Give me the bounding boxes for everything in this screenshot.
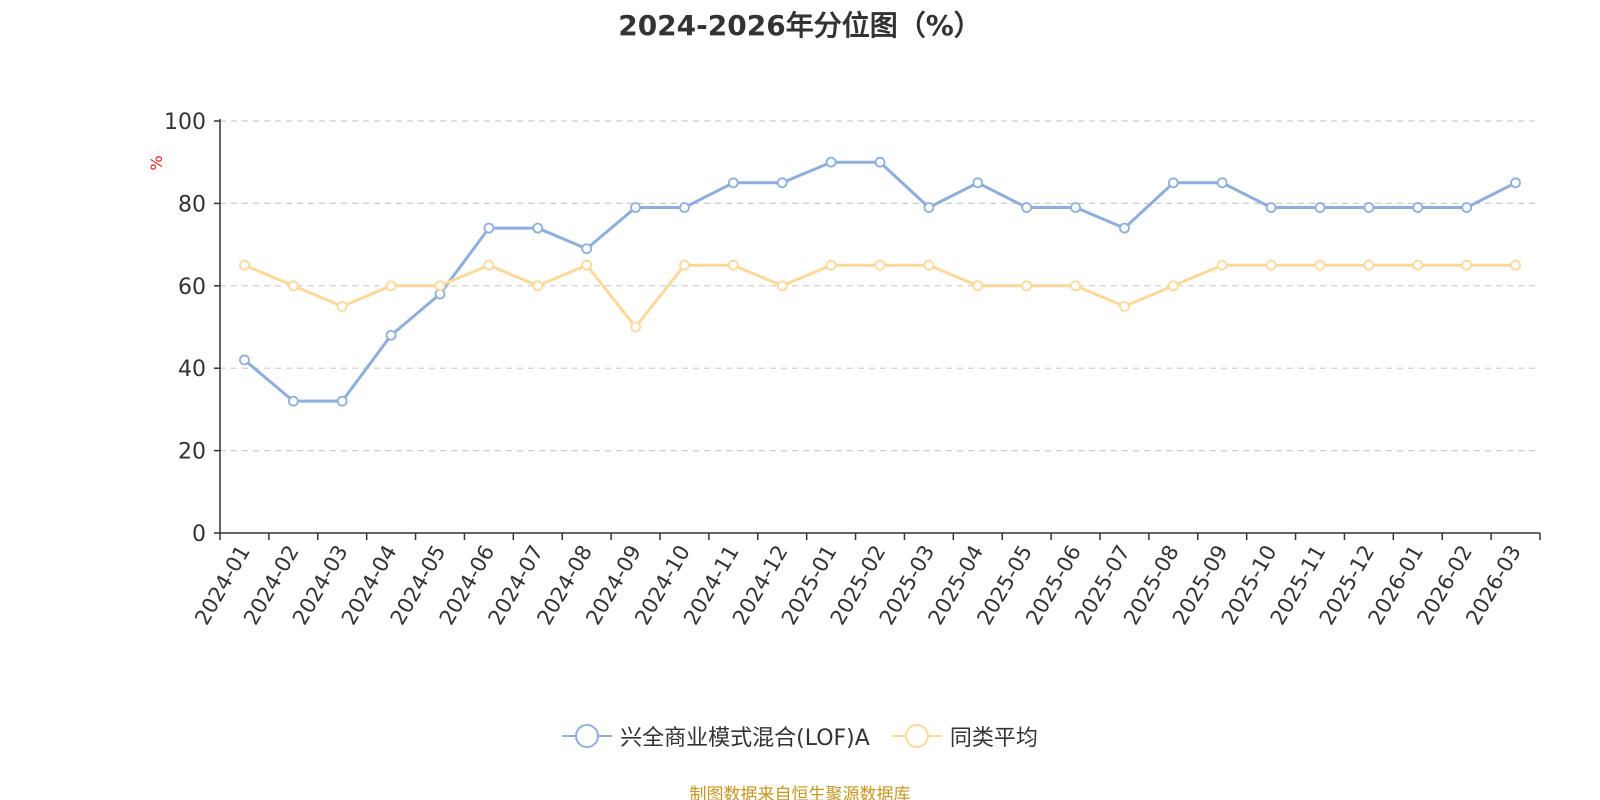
series-2-point-2025-07	[1119, 300, 1130, 312]
series-2-point-2026-02	[1461, 259, 1473, 271]
chart-title: 2024-2026年分位图（%）	[618, 9, 982, 42]
legend-item-series-2[interactable]: 同类平均	[891, 720, 1038, 752]
y-tick-label-60: 60	[178, 275, 206, 300]
series-1-point-2026-02	[1461, 202, 1473, 213]
legend-item-series-1[interactable]: 兴全商业模式混合(LOF)A	[562, 720, 870, 752]
series-1-point-2025-08	[1167, 177, 1179, 189]
source-note: 制图数据来自恒生聚源数据库	[689, 785, 911, 800]
series-1-point-2025-05	[1021, 202, 1033, 213]
y-tick-label-0: 0	[192, 522, 206, 547]
series-1-point-2024-12	[776, 177, 788, 189]
series-1-point-2025-09	[1216, 177, 1228, 189]
series-2-point-2025-09	[1216, 259, 1228, 271]
series-1-point-2024-03	[336, 395, 348, 407]
series-1-point-2024-10	[679, 202, 690, 213]
series-2-point-2024-01	[239, 259, 250, 271]
series-2-point-2025-02	[874, 259, 886, 271]
y-tick-label-100: 100	[164, 110, 206, 135]
y-tick-label-40: 40	[178, 357, 206, 382]
series-1-point-2024-07	[532, 222, 544, 234]
series-1-point-2026-03	[1510, 177, 1521, 189]
series-2-point-2024-10	[679, 259, 690, 271]
series-2-point-2025-06	[1070, 280, 1081, 292]
y-axis-label: %	[147, 155, 166, 170]
series-1-point-2025-12	[1363, 202, 1375, 213]
series-2-point-2024-11	[727, 259, 739, 271]
series-2-point-2024-02	[287, 280, 299, 292]
series-2-point-2025-11	[1314, 259, 1326, 271]
series-1-point-2025-04	[972, 177, 984, 189]
series-2-point-2025-12	[1363, 259, 1375, 271]
series-1-point-2024-08	[581, 243, 593, 255]
legend-label-series-2: 同类平均	[949, 726, 1038, 751]
series-2-point-2024-12	[776, 280, 788, 292]
series-2-point-2025-05	[1021, 280, 1033, 292]
series-2-point-2024-04	[385, 280, 397, 292]
series-2-point-2025-04	[972, 280, 984, 292]
series-1-point-2024-11	[727, 177, 739, 189]
series-2-point-2025-03	[923, 259, 935, 271]
series-1-point-2024-02	[287, 395, 299, 407]
series-2-point-2024-07	[532, 280, 544, 292]
series-2-point-2024-08	[581, 259, 593, 271]
chart-legend: 兴全商业模式混合(LOF)A 同类平均	[0, 720, 1600, 752]
series-2-point-2025-01	[825, 259, 837, 271]
legend-label-series-1: 兴全商业模式混合(LOF)A	[620, 726, 870, 751]
y-tick-label-20: 20	[178, 440, 206, 465]
series-1-point-2025-01	[825, 156, 837, 168]
series-2-point-2025-08	[1167, 280, 1179, 292]
series-2-point-2024-05	[434, 280, 446, 292]
series-1-point-2025-06	[1070, 202, 1081, 213]
series-2-point-2026-03	[1510, 259, 1521, 271]
series-1-point-2024-09	[630, 202, 641, 213]
series-1-point-2025-02	[874, 156, 886, 168]
series-1-point-2026-01	[1412, 202, 1424, 213]
series-2-point-2024-09	[630, 321, 641, 333]
series-1-line	[243, 160, 1517, 403]
series-2-point-2024-06	[483, 259, 495, 271]
series-1-point-2025-11	[1314, 202, 1326, 213]
series-2-point-2025-10	[1265, 259, 1277, 271]
series-1-point-2024-04	[385, 329, 397, 341]
series-1-point-2025-10	[1265, 202, 1277, 213]
series-2-point-2026-01	[1412, 259, 1424, 271]
y-tick-label-80: 80	[178, 192, 206, 217]
legend-marker-series-1-icon	[562, 722, 613, 750]
legend-marker-series-2-icon	[891, 722, 942, 750]
series-1-point-2025-03	[923, 202, 935, 213]
series-1-point-2024-01	[239, 354, 250, 366]
series-1-point-2024-06	[483, 222, 495, 234]
series-2-point-2024-03	[336, 300, 348, 312]
series-1-point-2025-07	[1119, 222, 1130, 234]
